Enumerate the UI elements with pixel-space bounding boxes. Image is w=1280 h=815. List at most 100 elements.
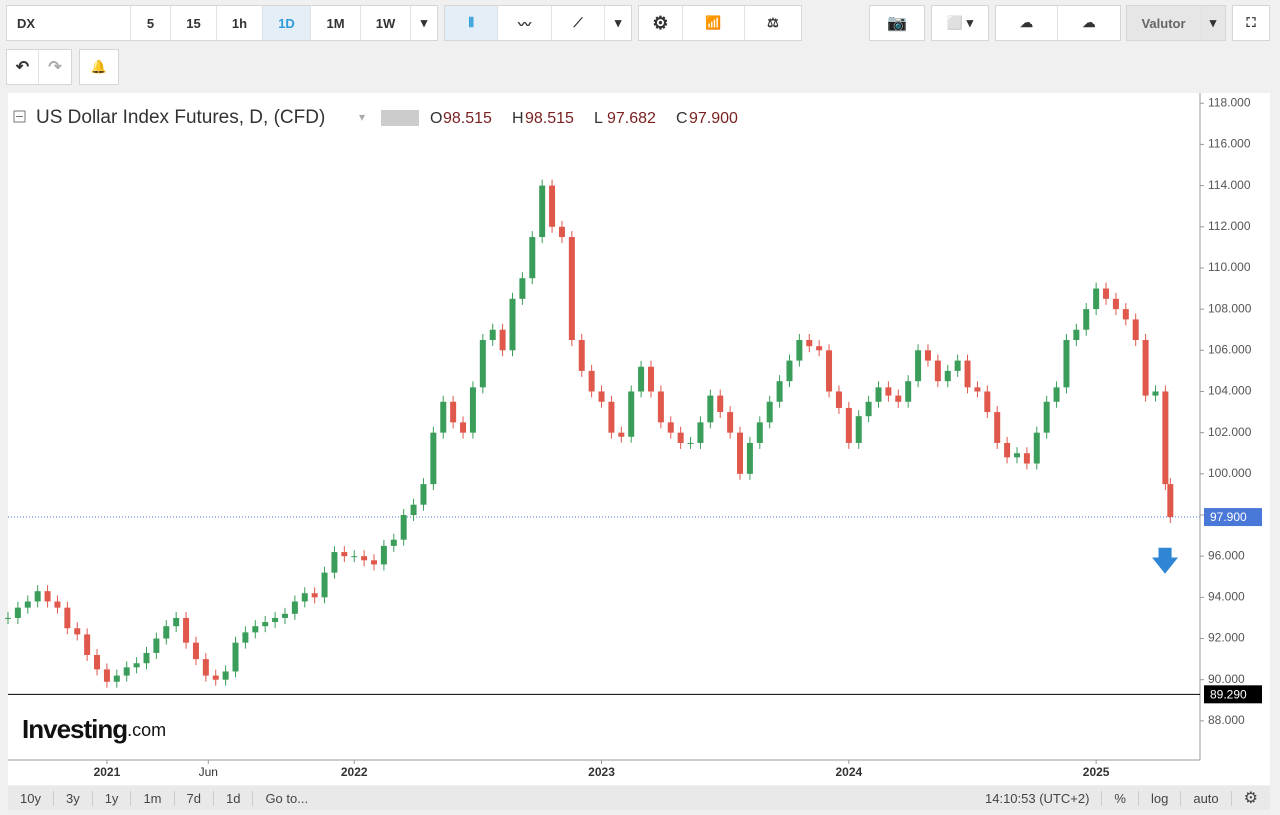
candle-body xyxy=(361,556,368,561)
symbol-input[interactable]: DX xyxy=(7,6,131,40)
candle-body xyxy=(964,360,971,388)
range-button[interactable]: 10y xyxy=(8,790,54,806)
candle-body xyxy=(222,671,229,680)
candle-body xyxy=(281,613,288,618)
collapse-icon[interactable] xyxy=(13,110,26,123)
upload-button[interactable]: ☁ xyxy=(1082,15,1096,30)
area-button[interactable]: 〰 xyxy=(498,6,552,40)
redo-button[interactable]: ↷ xyxy=(48,59,62,76)
goto-button[interactable]: Go to... xyxy=(265,790,309,806)
interval-button[interactable]: 1M xyxy=(311,6,361,40)
y-tick-label: 90.000 xyxy=(1208,672,1245,686)
candle-body xyxy=(469,387,476,433)
candle-body xyxy=(84,634,91,655)
candle-body xyxy=(558,226,565,238)
range-button[interactable]: 1m xyxy=(131,790,175,806)
candle-body xyxy=(331,552,338,573)
candle-body xyxy=(915,350,922,382)
interval-button[interactable]: 15 xyxy=(171,6,217,40)
candle-body xyxy=(371,560,378,565)
candle-body xyxy=(1013,453,1020,458)
y-tick-label: 116.000 xyxy=(1208,137,1251,151)
candle-body xyxy=(1132,319,1139,340)
symbol-toolbar: DX 5 15 1h 1D 1M 1W ▾ xyxy=(6,5,438,41)
candle-body xyxy=(1004,442,1011,458)
range-button[interactable]: 1d xyxy=(214,790,254,806)
chart: US Dollar Index Futures, D, (CFD) ▾ 🡇 88… xyxy=(5,93,1270,785)
candle-body xyxy=(835,391,842,408)
candle-body xyxy=(598,391,605,402)
candle-body xyxy=(885,387,892,396)
candle-body xyxy=(786,360,793,382)
range-button[interactable]: 1y xyxy=(93,790,132,806)
color-button[interactable]: ⬜ ▾ xyxy=(931,5,989,41)
candle-body xyxy=(262,622,269,627)
tools-toolbar: ⚙ 📶 ⚖ xyxy=(638,5,802,41)
candle-body xyxy=(727,412,734,433)
candle-body xyxy=(895,395,902,402)
settings-button[interactable]: ⚙ xyxy=(1243,790,1258,807)
candle-body xyxy=(430,432,437,485)
watermark: Investing.com xyxy=(22,714,166,744)
dropdown[interactable]: ▾ xyxy=(1209,15,1217,30)
candles-button[interactable]: ⫴ xyxy=(445,6,499,40)
range-button[interactable]: 3y xyxy=(54,790,93,806)
candle-body xyxy=(994,412,1001,443)
interval-button[interactable]: 1h xyxy=(217,6,263,40)
ohlc-value: 98.515 xyxy=(443,110,492,127)
candle-body xyxy=(855,416,862,443)
camera-button[interactable]: 📷 xyxy=(869,5,925,41)
indicators-button[interactable]: 📶 xyxy=(683,6,745,40)
ohlc-value: 97.682 xyxy=(607,110,656,127)
dropdown[interactable]: ▾ xyxy=(614,15,622,30)
scale-button[interactable]: auto xyxy=(1181,790,1232,806)
candle-body xyxy=(816,346,823,351)
dropdown[interactable]: ▾ xyxy=(420,15,428,30)
interval-button[interactable]: 5 xyxy=(131,6,171,40)
candle-body xyxy=(311,593,318,598)
candle-body xyxy=(826,350,833,392)
candle-body xyxy=(440,401,447,433)
y-tick-label: 114.000 xyxy=(1208,178,1251,192)
candle-body xyxy=(875,387,882,402)
undo-button[interactable]: ↶ xyxy=(7,50,39,84)
price-label-box xyxy=(1204,685,1262,704)
alert-button[interactable]: 🔔 xyxy=(79,49,119,85)
interval-button[interactable]: 1D xyxy=(263,6,311,40)
candle-body xyxy=(578,340,585,371)
candle-body xyxy=(252,626,259,633)
line-button[interactable]: ⟋ xyxy=(552,6,606,40)
undo-toolbar: ↶ ↷ xyxy=(6,49,72,85)
scale-button[interactable]: % xyxy=(1102,790,1139,806)
candle-body xyxy=(34,591,41,602)
interval-button[interactable]: 1W xyxy=(361,6,411,40)
candle-body xyxy=(291,601,298,614)
title-dropdown[interactable]: ▾ xyxy=(359,110,365,124)
ohlc-name: H xyxy=(512,110,524,127)
candle-body xyxy=(242,632,249,643)
settings-button[interactable]: ⚙ xyxy=(639,6,683,40)
candle-body xyxy=(746,442,753,474)
range-button[interactable]: 7d xyxy=(175,790,214,806)
visibility-icons[interactable] xyxy=(381,110,419,126)
y-tick-label: 106.000 xyxy=(1208,342,1252,356)
candle-body xyxy=(1093,288,1100,310)
y-tick-label: 104.000 xyxy=(1208,384,1252,398)
y-tick-label: 94.000 xyxy=(1208,590,1245,604)
candle-body xyxy=(1043,401,1050,433)
currency-button[interactable]: Valutor xyxy=(1127,6,1201,40)
candle-body xyxy=(924,350,931,361)
candle-body xyxy=(657,391,664,423)
price-label: 97.900 xyxy=(1210,510,1247,524)
compare-button[interactable]: ⚖ xyxy=(767,15,779,30)
scale-button[interactable]: log xyxy=(1139,790,1182,806)
fullscreen-button[interactable]: ⛶ xyxy=(1232,5,1270,41)
ohlc-value: 97.900 xyxy=(689,110,738,127)
candle-body xyxy=(499,329,506,351)
candle-body xyxy=(321,572,328,598)
download-button[interactable]: ☁ xyxy=(996,6,1058,40)
candle-body xyxy=(390,539,397,546)
candle-body xyxy=(1103,288,1110,299)
candle-body xyxy=(697,422,704,443)
